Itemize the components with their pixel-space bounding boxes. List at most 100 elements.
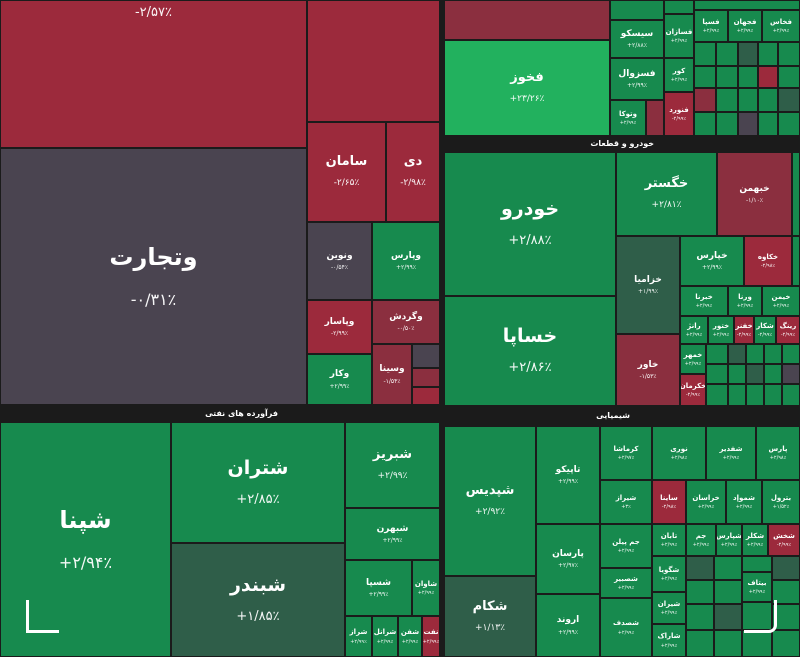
stock-tile[interactable]: وگردش -۰/۵۰٪ xyxy=(372,300,440,344)
stock-tile[interactable]: شبهرن +۲/۹۹٪ xyxy=(345,508,440,560)
stock-tile[interactable] xyxy=(728,364,746,384)
stock-tile[interactable] xyxy=(728,384,746,406)
stock-tile[interactable]: ساینا -۲/۹۸٪ xyxy=(652,480,686,524)
stock-tile[interactable] xyxy=(764,364,782,384)
stock-tile[interactable]: خپارس +۲/۹۹٪ xyxy=(680,236,744,286)
stock-tile[interactable] xyxy=(716,112,738,136)
stock-tile[interactable]: خبهمن -۱/۱۰٪ xyxy=(717,152,792,236)
stock-tile[interactable] xyxy=(742,630,772,657)
stock-tile[interactable]: شراز +۲/۹۹٪ xyxy=(345,616,372,657)
stock-tile[interactable] xyxy=(610,0,664,20)
stock-tile[interactable]: رینگ -۲/۹۹٪ xyxy=(776,316,800,344)
stock-tile[interactable]: خاور -۱/۵۳٪ xyxy=(616,334,680,406)
stock-tile[interactable]: تاپیکو +۲/۹۹٪ xyxy=(536,426,600,524)
stock-tile[interactable]: فسپا +۲/۹۹٪ xyxy=(694,10,728,42)
stock-tile[interactable] xyxy=(694,42,716,66)
stock-tile[interactable] xyxy=(686,556,714,580)
stock-tile[interactable] xyxy=(758,42,778,66)
stock-tile[interactable]: وپارس +۲/۹۹٪ xyxy=(372,222,440,300)
stock-tile[interactable] xyxy=(772,630,800,657)
stock-tile[interactable] xyxy=(412,344,440,368)
stock-tile[interactable] xyxy=(716,66,738,88)
stock-tile[interactable]: شفدیر +۲/۹۹٪ xyxy=(706,426,756,480)
stock-tile[interactable]: شپارس +۲/۹۹٪ xyxy=(716,524,742,556)
stock-tile[interactable]: شتران +۲/۸۵٪ xyxy=(171,422,345,543)
stock-tile[interactable]: شصدف +۲/۹۹٪ xyxy=(600,598,652,657)
stock-tile[interactable] xyxy=(778,66,800,88)
stock-tile[interactable] xyxy=(738,42,758,66)
stock-tile[interactable] xyxy=(686,630,714,657)
stock-tile[interactable]: اروند +۲/۹۹٪ xyxy=(536,594,600,657)
stock-tile[interactable]: خراسان +۲/۹۹٪ xyxy=(686,480,726,524)
stock-tile[interactable]: تابان +۲/۹۹٪ xyxy=(652,524,686,556)
stock-tile[interactable]: سیسکو +۲/۸۸٪ xyxy=(610,20,664,58)
stock-tile[interactable] xyxy=(746,344,764,364)
stock-tile[interactable]: ورنا +۲/۹۹٪ xyxy=(728,286,762,316)
stock-tile[interactable]: شیران +۲/۹۹٪ xyxy=(652,592,686,624)
stock-tile[interactable] xyxy=(778,88,800,112)
stock-tile[interactable] xyxy=(412,387,440,405)
stock-tile[interactable] xyxy=(706,364,728,384)
stock-tile[interactable] xyxy=(664,0,694,14)
stock-tile[interactable] xyxy=(782,344,800,364)
stock-tile[interactable]: وتوکا +۲/۹۹٪ xyxy=(610,100,646,136)
stock-tile[interactable]: خکاوه -۲/۹۸٪ xyxy=(744,236,792,286)
stock-tile[interactable]: خبرنا +۲/۹۹٪ xyxy=(680,286,728,316)
stock-tile[interactable]: وکار +۲/۹۹٪ xyxy=(307,354,372,405)
stock-tile[interactable]: فخوز +۲۳/۲۶٪ xyxy=(444,40,610,136)
stock-tile[interactable]: ختور +۲/۹۹٪ xyxy=(708,316,734,344)
stock-tile[interactable] xyxy=(714,630,742,657)
stock-tile[interactable] xyxy=(706,384,728,406)
stock-tile[interactable]: شرانل +۲/۹۹٪ xyxy=(372,616,398,657)
stock-tile[interactable] xyxy=(686,580,714,604)
stock-tile[interactable] xyxy=(646,100,664,136)
stock-tile[interactable]: سامان -۲/۶۵٪ xyxy=(307,122,386,222)
stock-tile[interactable] xyxy=(716,88,738,112)
stock-tile[interactable] xyxy=(764,384,782,406)
stock-tile[interactable]: فسزوال +۲/۹۹٪ xyxy=(610,58,664,100)
stock-tile[interactable] xyxy=(778,112,800,136)
stock-tile[interactable]: شموإد +۲/۹۹٪ xyxy=(726,480,762,524)
stock-tile[interactable] xyxy=(778,42,800,66)
stock-tile[interactable] xyxy=(792,152,800,236)
stock-tile[interactable]: نوری +۲/۹۸٪ xyxy=(652,426,706,480)
stock-tile[interactable]: شسپا +۲/۹۹٪ xyxy=(345,560,412,616)
stock-tile[interactable] xyxy=(686,604,714,630)
stock-tile[interactable] xyxy=(738,88,758,112)
stock-tile[interactable] xyxy=(758,66,778,88)
stock-tile[interactable]: پارس +۲/۹۸٪ xyxy=(756,426,800,480)
stock-tile[interactable] xyxy=(694,0,800,10)
stock-tile[interactable]: -۲/۵۷٪ xyxy=(0,0,307,148)
stock-tile[interactable]: فجهان +۲/۹۹٪ xyxy=(728,10,762,42)
stock-tile[interactable] xyxy=(742,602,772,630)
stock-tile[interactable] xyxy=(738,66,758,88)
stock-tile[interactable]: خگستر +۲/۸۱٪ xyxy=(616,152,717,236)
stock-tile[interactable]: شگویا +۲/۹۹٪ xyxy=(652,556,686,592)
fullscreen-corner-left-icon[interactable] xyxy=(26,600,59,633)
stock-tile[interactable]: خفنر -۲/۹۹٪ xyxy=(734,316,754,344)
stock-tile[interactable] xyxy=(716,42,738,66)
stock-tile[interactable]: بیتاف +۲/۹۹٪ xyxy=(742,572,772,602)
stock-tile[interactable] xyxy=(307,0,440,122)
stock-tile[interactable]: شکلر +۲/۹۹٪ xyxy=(742,524,768,556)
stock-tile[interactable]: فخاس +۲/۹۹٪ xyxy=(762,10,800,42)
stock-tile[interactable] xyxy=(738,112,758,136)
stock-tile[interactable] xyxy=(764,344,782,364)
stock-tile[interactable]: شبریز +۲/۹۹٪ xyxy=(345,422,440,508)
stock-tile[interactable]: شبندر +۱/۸۵٪ xyxy=(171,543,345,657)
stock-tile[interactable] xyxy=(714,556,742,580)
stock-tile[interactable] xyxy=(758,112,778,136)
stock-tile[interactable] xyxy=(412,368,440,387)
stock-tile[interactable] xyxy=(694,112,716,136)
fullscreen-corner-right-icon[interactable] xyxy=(744,600,777,633)
stock-tile[interactable] xyxy=(758,88,778,112)
stock-tile[interactable] xyxy=(746,364,764,384)
stock-tile[interactable]: جم +۲/۹۹٪ xyxy=(686,524,716,556)
stock-tile[interactable] xyxy=(746,384,764,406)
stock-tile[interactable]: وتجارت -۰/۳۱٪ xyxy=(0,148,307,405)
stock-tile[interactable]: پارسان +۲/۹۷٪ xyxy=(536,524,600,594)
stock-tile[interactable]: وپاسار -۲/۹۹٪ xyxy=(307,300,372,354)
stock-tile[interactable] xyxy=(742,556,772,572)
stock-tile[interactable] xyxy=(782,364,800,384)
stock-tile[interactable]: شخش -۲/۹۹٪ xyxy=(768,524,800,556)
